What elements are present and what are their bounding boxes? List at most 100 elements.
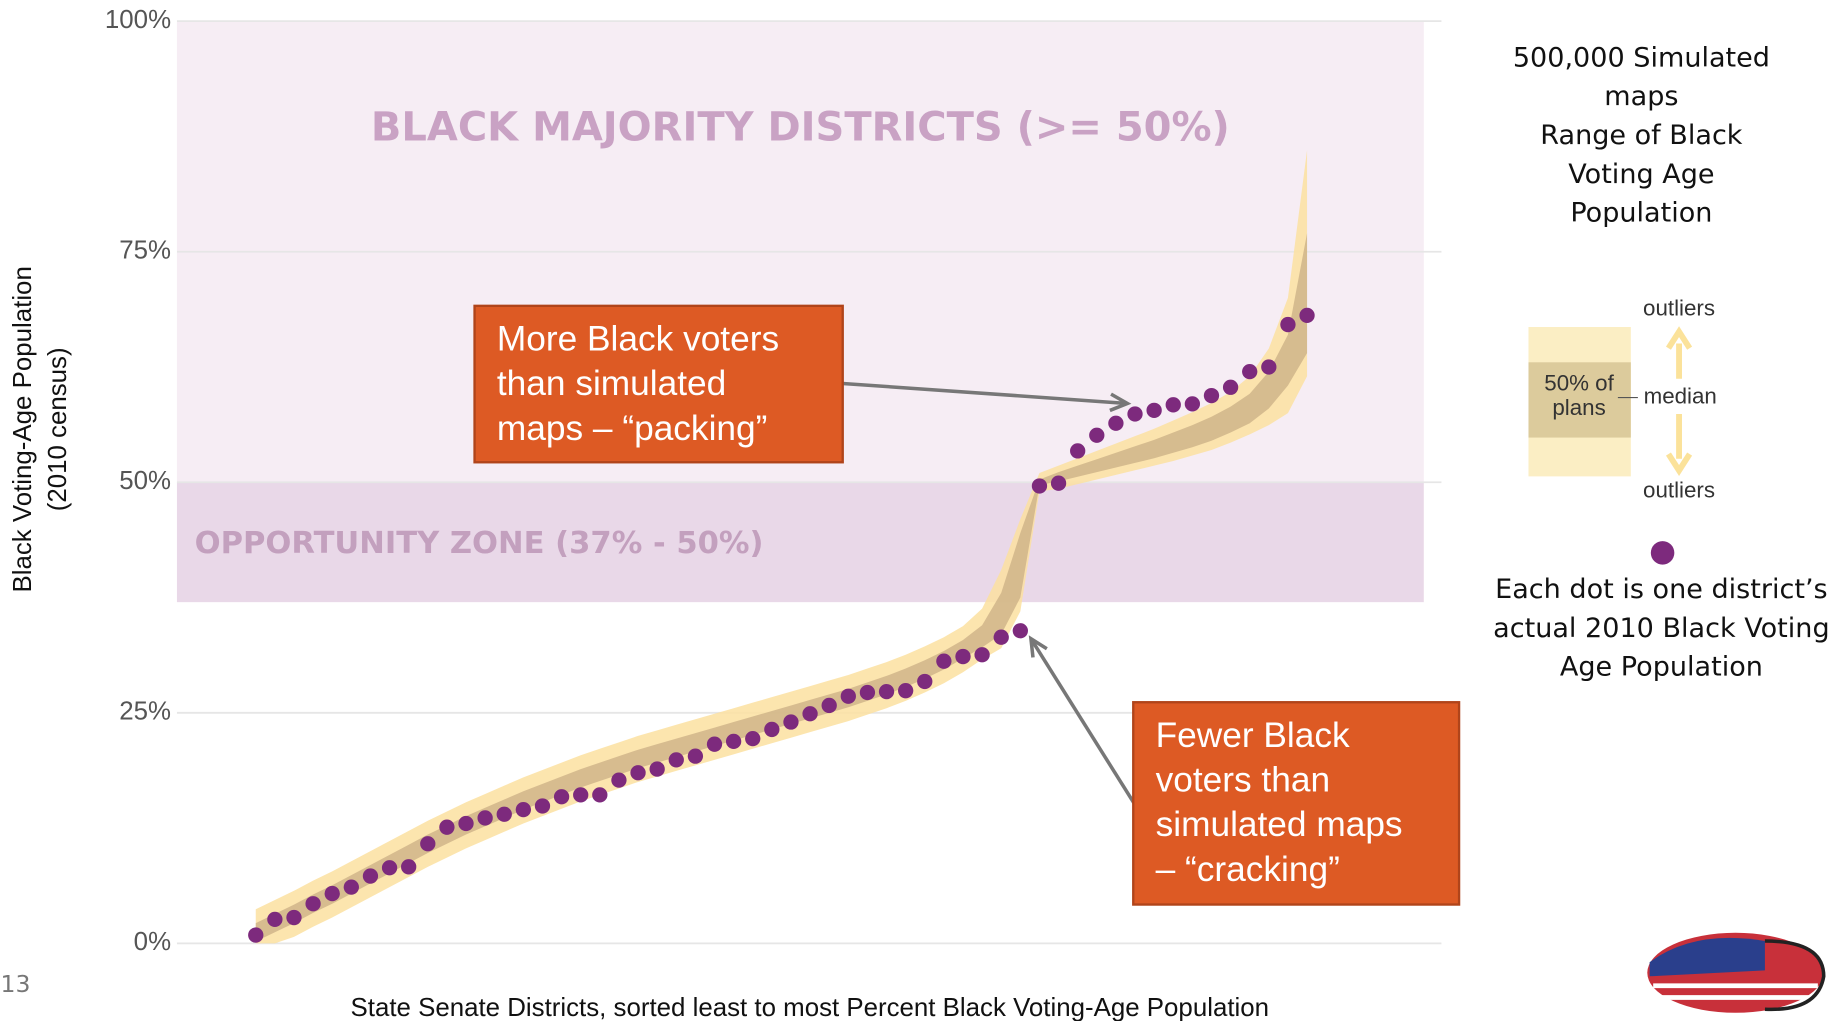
annotation-text: Fewer Black	[1156, 716, 1350, 755]
logo-stripes	[1653, 983, 1818, 1000]
legend-title: Voting Age	[1568, 159, 1714, 190]
annotation-text: voters than	[1156, 761, 1330, 800]
district-dot	[783, 714, 799, 730]
legend-dot-text: Age Population	[1560, 652, 1763, 683]
district-dot	[1280, 316, 1296, 333]
district-dot	[859, 684, 876, 701]
legend-label: 50% of	[1544, 371, 1614, 396]
district-dot	[1146, 402, 1162, 418]
district-dot	[573, 787, 589, 803]
annotation-text: More Black voters	[497, 319, 779, 358]
district-dot	[458, 815, 474, 832]
district-dot	[668, 752, 684, 768]
legend-down-arrow	[1665, 414, 1693, 476]
y-axis-label: (2010 census)	[44, 347, 72, 511]
legend-title: 500,000 Simulated	[1513, 42, 1770, 73]
district-dot	[917, 673, 933, 690]
district-dot	[706, 736, 723, 752]
district-dot	[764, 721, 780, 738]
legend-dot-text: Each dot is one district’s	[1495, 574, 1828, 605]
district-dot	[1261, 359, 1277, 375]
district-dot	[420, 836, 436, 852]
legend-label: plans	[1552, 395, 1605, 420]
legend-dot-text: actual 2010 Black Voting	[1493, 613, 1829, 644]
simulated-range-band	[255, 233, 1308, 942]
district-dot	[496, 806, 512, 822]
district-dot	[1184, 396, 1201, 412]
district-dot	[1012, 623, 1028, 639]
district-dot	[630, 765, 646, 781]
district-dot	[439, 819, 455, 835]
annotation-text: maps – “packing”	[497, 409, 767, 448]
district-dot	[324, 885, 340, 902]
district-dot	[1031, 478, 1048, 494]
simulated-range-band	[255, 150, 1308, 944]
district-dot	[248, 927, 264, 943]
annotation-arrowhead	[1028, 635, 1048, 658]
district-dot	[343, 879, 359, 895]
district-dot	[477, 810, 493, 826]
legend-label: outliers	[1643, 478, 1715, 503]
district-dot	[745, 730, 761, 747]
annotation-text: simulated maps	[1156, 805, 1403, 844]
district-dot	[1089, 427, 1105, 443]
district-dot	[362, 868, 379, 884]
district-dot	[401, 859, 417, 875]
legend-dot	[1650, 541, 1675, 565]
district-dot	[553, 789, 570, 805]
district-dot	[936, 653, 952, 669]
district-dot	[1165, 397, 1181, 413]
district-dot	[1242, 363, 1258, 380]
district-dot	[878, 683, 895, 700]
legend-inner-band	[1528, 362, 1631, 438]
district-dot	[955, 648, 971, 665]
district-dot	[898, 683, 914, 699]
legend-label: median	[1644, 383, 1717, 408]
district-dot	[974, 647, 990, 663]
y-tick-label: 100%	[105, 6, 171, 34]
y-tick-label: 25%	[119, 698, 171, 726]
district-dot	[802, 706, 818, 722]
district-dot	[1127, 406, 1143, 422]
district-dot	[1203, 387, 1220, 404]
district-dot	[286, 909, 302, 926]
legend-title: maps	[1604, 81, 1678, 112]
y-axis-label: Black Voting-Age Population	[9, 266, 37, 592]
annotation-arrow	[842, 381, 1128, 406]
district-dot	[611, 772, 627, 788]
logo-stars	[1649, 937, 1765, 977]
y-tick-label: 75%	[119, 237, 171, 265]
district-dot	[534, 798, 551, 814]
annotation-arrow	[1029, 637, 1138, 807]
district-dot	[1299, 307, 1315, 323]
district-dot	[821, 697, 837, 714]
zone	[176, 482, 1424, 603]
legend-up-arrow	[1665, 326, 1693, 379]
legend-title: Range of Black	[1540, 120, 1743, 151]
district-dot	[649, 761, 665, 777]
legend-title: Population	[1570, 198, 1712, 229]
zone-label: OPPORTUNITY ZONE (37% - 50%)	[195, 526, 764, 561]
district-dot	[840, 688, 856, 704]
logo	[1647, 932, 1826, 1013]
y-tick-label: 50%	[119, 467, 171, 495]
district-dot	[305, 896, 321, 912]
annotation-box	[473, 304, 844, 464]
annotation-text: – “cracking”	[1156, 850, 1340, 889]
x-axis-label: State Senate Districts, sorted least to …	[351, 994, 1269, 1021]
legend-label: outliers	[1643, 295, 1715, 320]
page-number: 13	[1, 970, 31, 998]
district-dot	[725, 733, 742, 750]
district-dot	[1108, 415, 1124, 431]
annotation-arrowhead	[1109, 392, 1132, 413]
district-dot	[515, 802, 532, 818]
district-dot	[267, 911, 283, 928]
district-dot	[993, 629, 1009, 645]
district-dot	[1050, 475, 1067, 491]
y-tick-label: 0%	[134, 928, 171, 956]
zone-label: BLACK MAJORITY DISTRICTS (>= 50%)	[371, 104, 1230, 150]
district-dot	[687, 748, 704, 764]
district-dot	[592, 787, 608, 803]
logo-head	[1764, 939, 1826, 1012]
